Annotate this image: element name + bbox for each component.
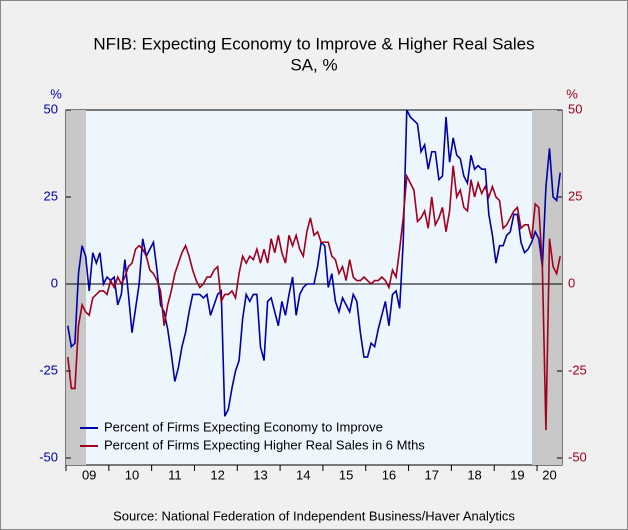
y2-tick-label: 50 xyxy=(568,101,582,116)
chart-subtitle: SA, % xyxy=(290,55,337,74)
x-tick-label: 19 xyxy=(510,467,524,482)
y2-tick-label: 25 xyxy=(568,188,582,203)
y-tick-label: -25 xyxy=(39,362,58,377)
legend-label: Percent of Firms Expecting Economy to Im… xyxy=(104,419,383,434)
x-tick-label: 14 xyxy=(296,467,310,482)
recession-shade xyxy=(66,110,86,465)
x-tick-label: 17 xyxy=(425,467,439,482)
x-tick-label: 16 xyxy=(382,467,396,482)
y-tick-label: 25 xyxy=(44,188,58,203)
y-axis-label: % xyxy=(50,86,62,101)
y2-tick-label: 0 xyxy=(568,275,575,290)
x-tick-label: 09 xyxy=(82,467,96,482)
y-tick-label: -50 xyxy=(39,449,58,464)
plot-area xyxy=(65,109,563,466)
series-line xyxy=(66,165,562,431)
y-tick-label: 50 xyxy=(44,101,58,116)
y-tick-label: 0 xyxy=(51,275,58,290)
legend-label: Percent of Firms Expecting Higher Real S… xyxy=(104,437,425,452)
y2-tick-label: -50 xyxy=(568,449,587,464)
x-tick-label: 10 xyxy=(125,467,139,482)
y2-tick-label: -25 xyxy=(568,362,587,377)
x-tick-label: 13 xyxy=(253,467,267,482)
chart-title: NFIB: Expecting Economy to Improve & Hig… xyxy=(93,34,534,53)
source-note: Source: National Federation of Independe… xyxy=(113,508,515,523)
y2-axis-label: % xyxy=(566,86,578,101)
x-tick-label: 11 xyxy=(168,467,182,482)
x-tick-label: 20 xyxy=(542,467,556,482)
series-line xyxy=(66,109,562,417)
x-tick-label: 18 xyxy=(467,467,481,482)
x-tick-label: 15 xyxy=(339,467,353,482)
x-tick-label: 12 xyxy=(210,467,224,482)
